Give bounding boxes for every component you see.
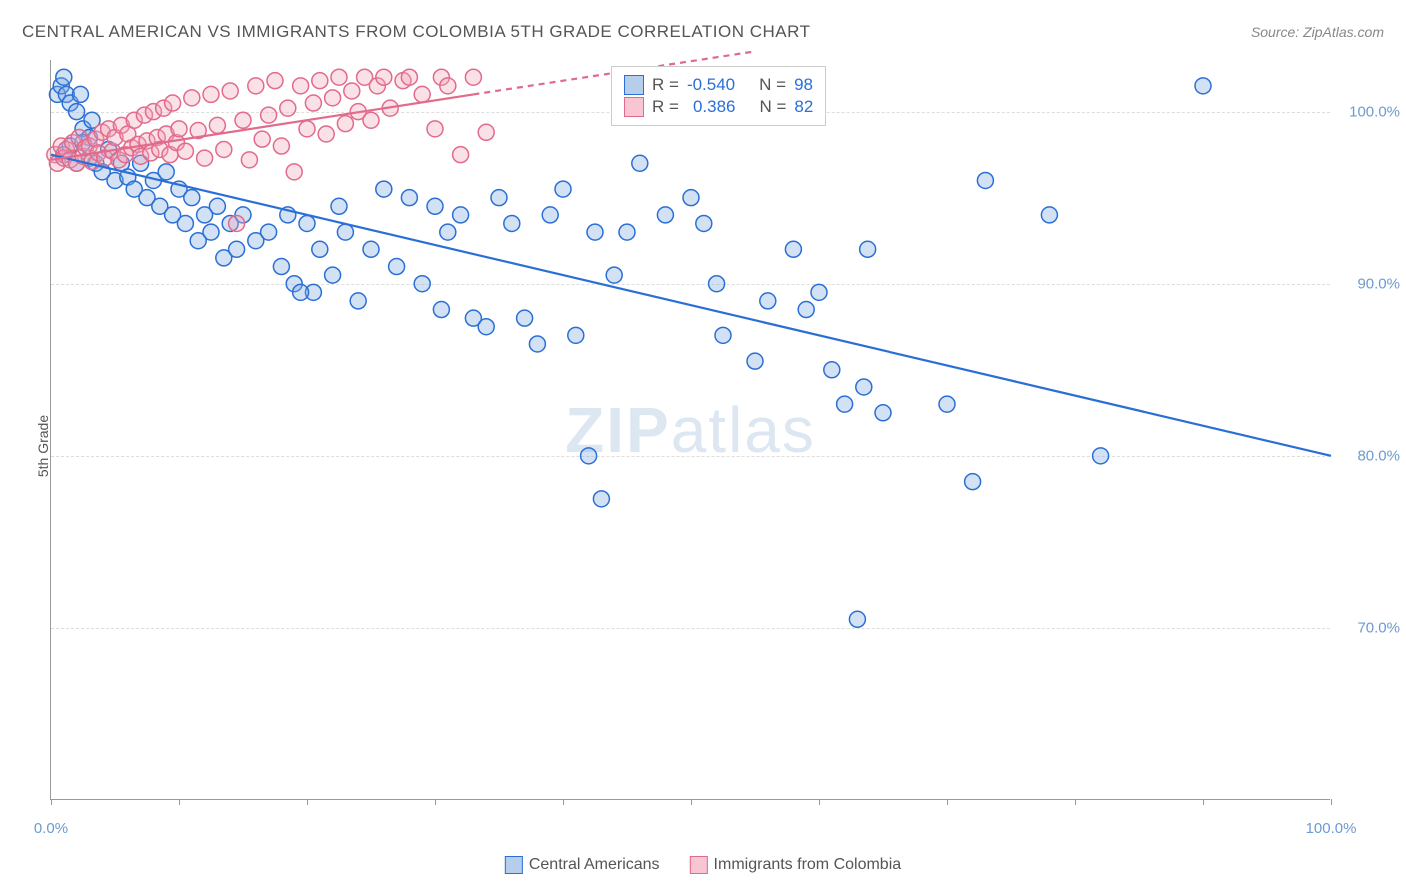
xtick-label: 0.0% — [34, 820, 68, 837]
ytick-label: 70.0% — [1340, 619, 1400, 636]
ytick-label: 90.0% — [1340, 275, 1400, 292]
ytick-label: 80.0% — [1340, 447, 1400, 464]
source-label: Source: ZipAtlas.com — [1251, 24, 1384, 40]
legend-label-pink: Immigrants from Colombia — [714, 856, 902, 874]
legend-item-pink: Immigrants from Colombia — [690, 856, 902, 874]
scatter-plot — [51, 60, 1330, 799]
stats-swatch-pink — [624, 97, 644, 117]
title-bar: CENTRAL AMERICAN VS IMMIGRANTS FROM COLO… — [22, 22, 1384, 42]
stats-row-pink: R = 0.386 N = 82 — [624, 97, 813, 117]
bottom-legend: Central Americans Immigrants from Colomb… — [505, 856, 901, 874]
ytick-label: 100.0% — [1340, 103, 1400, 120]
legend-swatch-blue — [505, 856, 523, 874]
legend-item-blue: Central Americans — [505, 856, 660, 874]
stats-box: R = -0.540 N = 98 R = 0.386 N = 82 — [611, 66, 826, 126]
legend-label-blue: Central Americans — [529, 856, 660, 874]
chart-title: CENTRAL AMERICAN VS IMMIGRANTS FROM COLO… — [22, 22, 811, 42]
y-axis-label: 5th Grade — [35, 415, 51, 477]
legend-swatch-pink — [690, 856, 708, 874]
stats-swatch-blue — [624, 75, 644, 95]
xtick-label: 100.0% — [1306, 820, 1357, 837]
stats-row-blue: R = -0.540 N = 98 — [624, 75, 813, 95]
plot-area: 70.0%80.0%90.0%100.0% ZIPatlas R = -0.54… — [50, 60, 1330, 800]
